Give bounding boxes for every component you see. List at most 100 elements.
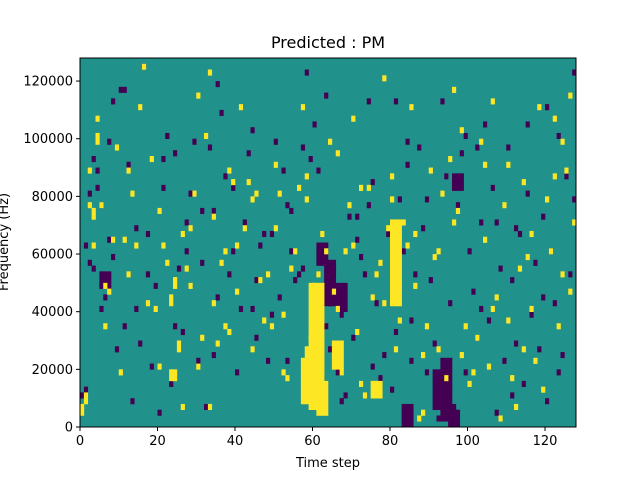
heatmap-cell-low [320, 259, 325, 266]
heatmap-cell-high [397, 282, 402, 289]
heatmap-cell-low [479, 219, 484, 226]
heatmap-cell-high [382, 300, 387, 307]
heatmap-cell-low [331, 294, 337, 301]
heatmap-cell-high [331, 346, 337, 353]
heatmap-cell-low [560, 352, 565, 359]
heatmap-cell-low [432, 392, 437, 399]
heatmap-cell-low [556, 369, 561, 376]
heatmap-cell-low [293, 277, 298, 284]
heatmap-cell-high [548, 248, 554, 255]
y-tick-label: 60000 [32, 248, 73, 263]
heatmap-cell-low [537, 346, 542, 353]
heatmap-cell-low [99, 271, 104, 278]
heatmap-cell-high [266, 271, 271, 278]
heatmap-cell-low [169, 380, 174, 387]
heatmap-cell-high [552, 173, 557, 180]
heatmap-cell-low [262, 230, 267, 238]
heatmap-cell-high [312, 323, 317, 330]
y-tick-label: 120000 [23, 75, 73, 90]
heatmap-cell-low [324, 323, 329, 330]
heatmap-cell-high [192, 190, 197, 197]
heatmap-cell-high [83, 398, 89, 405]
heatmap-cell-low [254, 334, 259, 341]
heatmap-cell-low [343, 288, 348, 295]
heatmap-cell-high [312, 403, 317, 411]
heatmap-cell-low [335, 369, 340, 376]
heatmap-cell-high [312, 369, 317, 376]
heatmap-cell-high [308, 352, 313, 359]
heatmap-cell-high [444, 375, 449, 382]
heatmap-cell-high [126, 271, 131, 278]
heatmap-cell-high [521, 179, 526, 186]
heatmap-cell-high [393, 288, 399, 295]
heatmap-cell-low [99, 282, 104, 289]
heatmap-cell-low [316, 248, 321, 255]
y-tick-label: 40000 [32, 305, 73, 320]
heatmap-cell-high [486, 363, 492, 370]
heatmap-cell-high [300, 386, 306, 393]
heatmap-cell-high [490, 305, 495, 312]
heatmap-cell-high [440, 190, 445, 197]
heatmap-cell-high [169, 375, 174, 382]
heatmap-cell-high [211, 213, 216, 220]
heatmap-cell-high [316, 294, 321, 301]
heatmap-cell-low [289, 207, 294, 214]
heatmap-cell-high [324, 403, 329, 411]
heatmap-cell-high [207, 69, 213, 76]
heatmap-cell-high [331, 352, 337, 359]
heatmap-cell-high [99, 202, 104, 209]
heatmap-cell-high [366, 184, 371, 191]
heatmap-cell-low [223, 173, 228, 180]
heatmap-cell-high [219, 259, 224, 266]
heatmap-cell-high [537, 104, 542, 111]
x-tick-label: 60 [304, 434, 321, 449]
heatmap-cell-high [320, 323, 325, 330]
heatmap-cell-high [397, 265, 402, 272]
heatmap-cell-low [328, 282, 333, 289]
heatmap-cell-high [103, 282, 108, 289]
heatmap-cell-low [328, 259, 333, 266]
heatmap-cell-high [130, 190, 135, 197]
heatmap-cell-high [304, 398, 309, 405]
heatmap-cell-high [483, 236, 488, 243]
heatmap-cell-high [483, 161, 488, 168]
heatmap-cell-low [455, 179, 461, 186]
heatmap-cell-low [366, 98, 371, 105]
heatmap-cell-high [91, 207, 96, 214]
heatmap-cell-high [393, 346, 399, 353]
heatmap-cell-low [285, 357, 290, 364]
heatmap-cell-low [405, 415, 410, 422]
heatmap-cell-low [448, 369, 453, 376]
heatmap-cell-high [188, 282, 193, 289]
heatmap-cell-low [231, 184, 236, 191]
heatmap-cell-low [564, 173, 569, 180]
heatmap-cell-low [269, 311, 275, 318]
heatmap-cell-low [444, 415, 449, 422]
heatmap-cell-low [204, 403, 209, 411]
heatmap-cell-low [339, 282, 344, 289]
heatmap-cell-high [359, 184, 364, 191]
heatmap-cell-low [107, 236, 112, 243]
heatmap-cell-high [448, 156, 453, 163]
heatmap-cell-high [351, 242, 356, 249]
heatmap-cell-high [324, 398, 329, 405]
heatmap-cell-high [173, 282, 178, 289]
heatmap-cell-high [390, 242, 395, 249]
heatmap-cell-high [390, 282, 395, 289]
heatmap-cell-high [231, 179, 236, 186]
heatmap-cell-high [308, 380, 313, 387]
heatmap-cell-high [320, 357, 325, 364]
heatmap-cell-high [324, 248, 329, 255]
heatmap-cell-low [227, 271, 232, 278]
heatmap-cell-low [359, 254, 364, 261]
heatmap-cell-low [320, 248, 325, 255]
heatmap-cell-high [335, 352, 340, 359]
heatmap-cell-low [308, 156, 313, 163]
heatmap-cell-low [355, 213, 360, 220]
heatmap-cell-low [122, 323, 127, 330]
heatmap-cell-low [409, 317, 414, 324]
heatmap-cell-high [281, 369, 286, 376]
heatmap-cell-low [459, 173, 464, 180]
heatmap-cell-low [285, 202, 290, 209]
x-tick-label: 100 [455, 434, 480, 449]
